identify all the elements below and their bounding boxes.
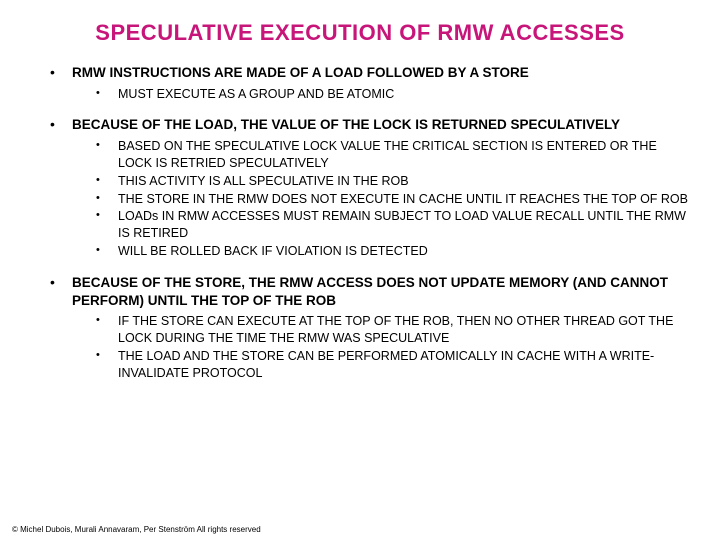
bullet-item: RMW INSTRUCTIONS ARE MADE OF A LOAD FOLL… <box>50 64 690 102</box>
sub-list: IF THE STORE CAN EXECUTE AT THE TOP OF T… <box>72 313 690 382</box>
sub-item: MUST EXECUTE AS A GROUP AND BE ATOMIC <box>96 86 690 103</box>
sub-list: BASED ON THE SPECULATIVE LOCK VALUE THE … <box>72 138 690 260</box>
bullet-heading: BECAUSE OF THE STORE, THE RMW ACCESS DOE… <box>72 274 690 309</box>
sub-item: THE LOAD AND THE STORE CAN BE PERFORMED … <box>96 348 690 382</box>
sub-item: THIS ACTIVITY IS ALL SPECULATIVE IN THE … <box>96 173 690 190</box>
bullet-heading: RMW INSTRUCTIONS ARE MADE OF A LOAD FOLL… <box>72 64 690 82</box>
footer-copyright: © Michel Dubois, Murali Annavaram, Per S… <box>12 525 261 534</box>
sub-item: THE STORE IN THE RMW DOES NOT EXECUTE IN… <box>96 191 690 208</box>
bullet-item: BECAUSE OF THE STORE, THE RMW ACCESS DOE… <box>50 274 690 382</box>
sub-item: IF THE STORE CAN EXECUTE AT THE TOP OF T… <box>96 313 690 347</box>
slide-title: SPECULATIVE EXECUTION OF RMW ACCESSES <box>30 20 690 46</box>
bullet-list: RMW INSTRUCTIONS ARE MADE OF A LOAD FOLL… <box>30 64 690 382</box>
sub-item: WILL BE ROLLED BACK IF VIOLATION IS DETE… <box>96 243 690 260</box>
bullet-heading: BECAUSE OF THE LOAD, THE VALUE OF THE LO… <box>72 116 690 134</box>
sub-item: BASED ON THE SPECULATIVE LOCK VALUE THE … <box>96 138 690 172</box>
sub-item: LOADs IN RMW ACCESSES MUST REMAIN SUBJEC… <box>96 208 690 242</box>
sub-list: MUST EXECUTE AS A GROUP AND BE ATOMIC <box>72 86 690 103</box>
bullet-item: BECAUSE OF THE LOAD, THE VALUE OF THE LO… <box>50 116 690 260</box>
